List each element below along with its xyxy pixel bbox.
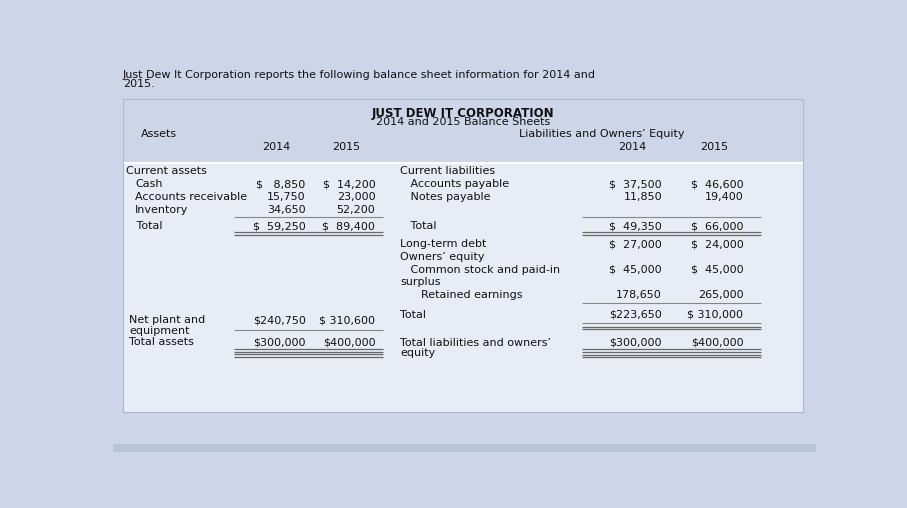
Text: $ 310,600: $ 310,600 [319, 315, 375, 326]
Text: $400,000: $400,000 [323, 337, 375, 347]
Text: JUST DEW IT CORPORATION: JUST DEW IT CORPORATION [372, 107, 554, 120]
Text: $223,650: $223,650 [610, 310, 662, 320]
Text: Retained earnings: Retained earnings [400, 290, 522, 300]
Text: 2014: 2014 [619, 142, 647, 152]
Bar [122, 100, 803, 412]
Text: $  59,250: $ 59,250 [253, 221, 306, 231]
Text: 2014: 2014 [262, 142, 290, 152]
Text: Net plant and: Net plant and [129, 315, 205, 326]
Text: 2015: 2015 [700, 142, 728, 152]
Text: 15,750: 15,750 [267, 192, 306, 202]
Text: equipment: equipment [129, 326, 190, 336]
Text: 19,400: 19,400 [705, 192, 744, 202]
Text: Long-term debt: Long-term debt [400, 239, 486, 249]
Text: Common stock and paid-in: Common stock and paid-in [400, 265, 561, 275]
Text: Accounts payable: Accounts payable [400, 179, 509, 189]
Text: 23,000: 23,000 [336, 192, 375, 202]
Text: 52,200: 52,200 [336, 205, 375, 214]
Bar [113, 444, 816, 452]
Text: 11,850: 11,850 [623, 192, 662, 202]
Text: Notes payable: Notes payable [400, 192, 491, 202]
Text: $  46,600: $ 46,600 [691, 179, 744, 189]
Text: Owners’ equity: Owners’ equity [400, 252, 484, 262]
Text: $  14,200: $ 14,200 [323, 179, 375, 189]
Text: $  45,000: $ 45,000 [691, 265, 744, 275]
Text: $   8,850: $ 8,850 [257, 179, 306, 189]
Text: $  24,000: $ 24,000 [691, 239, 744, 249]
Text: $  66,000: $ 66,000 [691, 221, 744, 231]
Text: Current assets: Current assets [126, 167, 207, 176]
Text: 2014 and 2015 Balance Sheets: 2014 and 2015 Balance Sheets [375, 117, 550, 127]
Text: Inventory: Inventory [135, 205, 189, 214]
Text: $240,750: $240,750 [253, 315, 306, 326]
Text: $  27,000: $ 27,000 [610, 239, 662, 249]
Text: Total: Total [126, 221, 162, 231]
Text: Accounts receivable: Accounts receivable [135, 192, 248, 202]
Bar [122, 100, 803, 163]
Text: $300,000: $300,000 [610, 338, 662, 348]
Text: Liabilities and Owners’ Equity: Liabilities and Owners’ Equity [519, 129, 685, 139]
Text: 178,650: 178,650 [617, 290, 662, 300]
Text: $  45,000: $ 45,000 [610, 265, 662, 275]
Text: 2015.: 2015. [122, 79, 154, 89]
Text: $  37,500: $ 37,500 [610, 179, 662, 189]
Text: Just Dew It Corporation reports the following balance sheet information for 2014: Just Dew It Corporation reports the foll… [122, 70, 596, 80]
Text: Total assets: Total assets [129, 337, 194, 347]
Text: 34,650: 34,650 [267, 205, 306, 214]
Text: Total: Total [400, 221, 436, 231]
Text: 2015: 2015 [332, 142, 360, 152]
Text: $300,000: $300,000 [253, 337, 306, 347]
Text: Current liabilities: Current liabilities [400, 167, 495, 176]
Text: Cash: Cash [135, 179, 162, 189]
Text: $ 310,000: $ 310,000 [688, 310, 744, 320]
Text: Assets: Assets [141, 129, 178, 139]
Text: $  89,400: $ 89,400 [323, 221, 375, 231]
Text: surplus: surplus [400, 277, 441, 288]
Text: Total liabilities and owners’: Total liabilities and owners’ [400, 338, 551, 348]
Text: 265,000: 265,000 [697, 290, 744, 300]
Text: $  49,350: $ 49,350 [610, 221, 662, 231]
Text: $400,000: $400,000 [691, 338, 744, 348]
Text: equity: equity [400, 348, 435, 358]
Text: Total: Total [400, 310, 426, 320]
